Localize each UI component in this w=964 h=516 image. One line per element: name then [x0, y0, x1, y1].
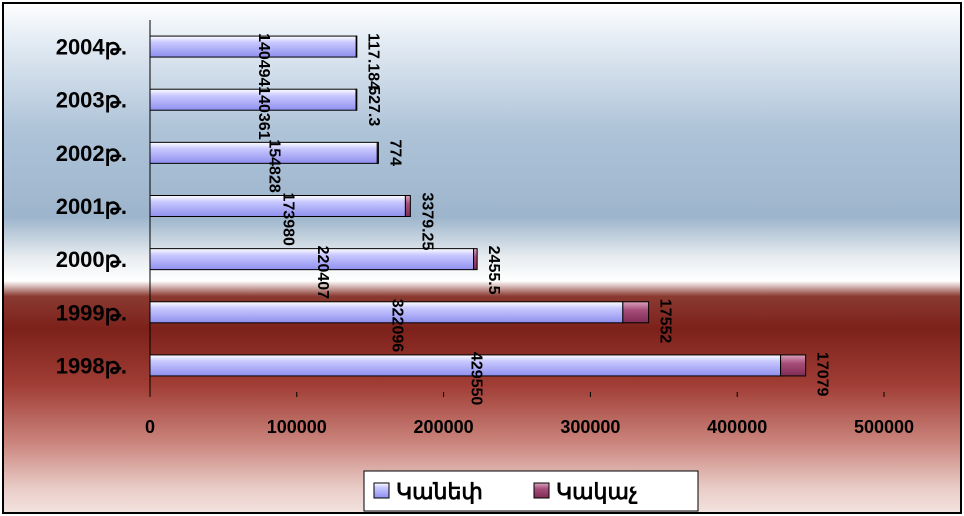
- legend-label: Կակաչ: [556, 479, 638, 504]
- bar-series1: [149, 141, 378, 164]
- x-tick-label: 500000: [854, 417, 914, 437]
- x-tick-label: 300000: [560, 417, 620, 437]
- legend-swatch: [533, 482, 550, 499]
- x-tick-label: 100000: [267, 417, 327, 437]
- data-label-series1: 429550: [467, 352, 484, 405]
- category-label: 2001թ.: [56, 194, 127, 219]
- data-label-series1: 140494: [255, 33, 272, 86]
- data-label-series1: 220407: [314, 246, 331, 299]
- legend-swatch: [373, 482, 390, 499]
- legend-label: Կանեփ: [396, 479, 483, 504]
- bar-series1: [149, 195, 406, 217]
- x-tick-label: 400000: [707, 417, 767, 437]
- bar-series2: [780, 354, 807, 377]
- bar-series1: [149, 354, 782, 377]
- bar-series1: [149, 88, 357, 111]
- data-label-series1: 322096: [388, 299, 405, 352]
- category-label: 1999թ.: [56, 300, 127, 325]
- category-label: 2003թ.: [56, 88, 127, 113]
- bar-series1: [149, 35, 357, 58]
- bar-series1: [149, 248, 475, 271]
- legend-box: [363, 470, 699, 512]
- category-label: 2000թ.: [56, 247, 127, 272]
- category-label: 2002թ.: [56, 141, 127, 166]
- category-label: 1998թ.: [56, 353, 127, 378]
- bar-series1: [149, 301, 624, 324]
- data-label-series1: 140361: [255, 86, 272, 139]
- bar-series2: [376, 141, 379, 164]
- data-label-series1: 173980: [280, 193, 297, 246]
- data-label-series2: 527.3: [365, 86, 382, 126]
- category-label: 2004թ.: [56, 35, 127, 60]
- bar-series2: [622, 301, 650, 324]
- data-label-series2: 774: [386, 139, 403, 166]
- bar-series2: [473, 248, 478, 271]
- bar-series2: [404, 195, 411, 217]
- bar-series2: [355, 35, 358, 58]
- x-tick-label: 0: [145, 417, 155, 437]
- data-label-series2: 3379.25: [418, 193, 435, 251]
- data-label-series1: 154828: [266, 139, 283, 192]
- data-label-series2: 17552: [657, 299, 674, 344]
- data-label-series2: 117.184: [364, 33, 381, 90]
- bar-series2: [355, 88, 358, 111]
- data-label-series2: 17079: [814, 352, 831, 397]
- x-tick-label: 200000: [414, 417, 474, 437]
- data-label-series2: 2455.5: [485, 246, 502, 295]
